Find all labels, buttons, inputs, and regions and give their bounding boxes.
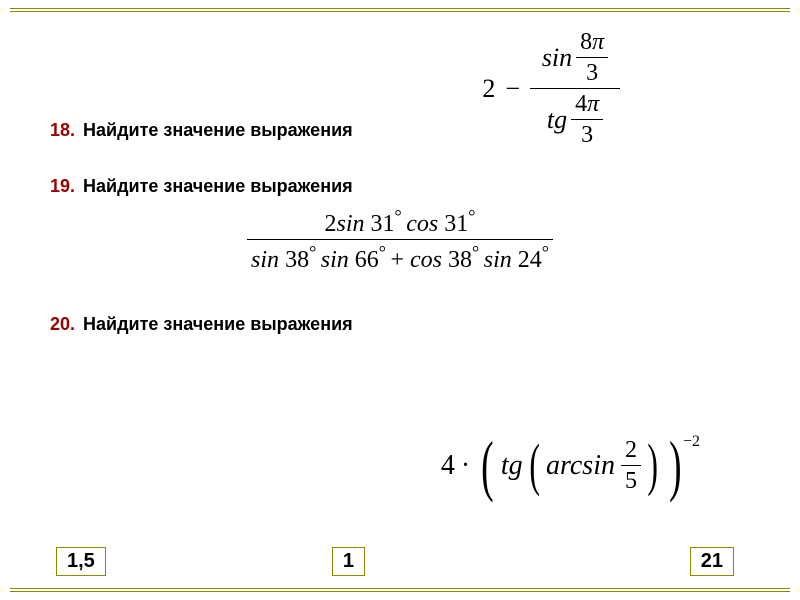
f19-denominator: sin 38° sin 66° + cos 38° sin 24°: [247, 243, 553, 272]
problem-number: 20.: [50, 314, 75, 335]
f20-tg: tg: [501, 450, 523, 482]
problem-prompt: Найдите значение выражения: [83, 120, 353, 141]
formula-19: 2sin 31° cos 31° sin 38° sin 66° + cos 3…: [50, 207, 750, 272]
slide-frame: 2 − sin 8π 3 tg 4π: [10, 8, 790, 592]
problem-19: 19. Найдите значение выражения 2sin 31° …: [50, 176, 750, 272]
problem-prompt: Найдите значение выражения: [83, 314, 353, 335]
answer-box-20[interactable]: 21: [690, 547, 734, 576]
formula-20: 4 · ( tg ( arcsin 2 5 ) ) −2: [441, 438, 700, 493]
problem-18: 18. Найдите значение выражения: [50, 24, 750, 141]
f19-numerator: 2sin 31° cos 31°: [321, 207, 480, 236]
answer-box-18[interactable]: 1,5: [56, 547, 106, 576]
f20-inner-frac: 2 5: [621, 438, 641, 493]
content-area: 2 − sin 8π 3 tg 4π: [10, 12, 790, 588]
f20-lead: 4: [441, 450, 455, 482]
answers-row: 1,5 1 21: [38, 547, 762, 576]
f20-arcsin: arcsin: [546, 450, 615, 482]
answer-box-19[interactable]: 1: [332, 547, 365, 576]
f20-exponent: −2: [683, 433, 700, 451]
problem-20: 20. Найдите значение выражения: [50, 314, 750, 335]
problem-number: 18.: [50, 120, 75, 141]
problem-prompt: Найдите значение выражения: [83, 176, 353, 197]
problem-number: 19.: [50, 176, 75, 197]
